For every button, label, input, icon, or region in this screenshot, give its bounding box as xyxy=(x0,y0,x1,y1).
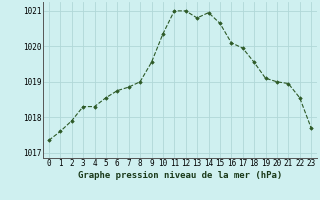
X-axis label: Graphe pression niveau de la mer (hPa): Graphe pression niveau de la mer (hPa) xyxy=(78,171,282,180)
